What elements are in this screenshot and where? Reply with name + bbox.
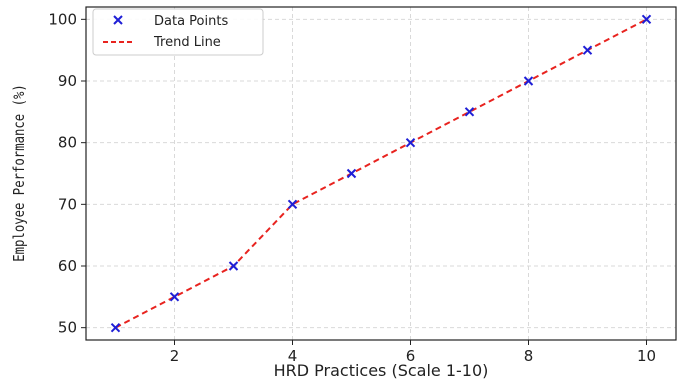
data-point — [523, 76, 534, 86]
legend: Data Points Trend Line — [92, 8, 264, 56]
y-tick-label: 60 — [58, 257, 77, 275]
y-tick-label: 80 — [58, 134, 77, 152]
legend-box — [92, 8, 264, 56]
plot-frame — [85, 6, 677, 341]
x-tick-label: 6 — [406, 347, 416, 365]
legend-label-trend-line: Trend Line — [153, 35, 221, 50]
data-point — [641, 14, 652, 25]
data-points-series — [110, 14, 652, 333]
grid-lines — [86, 7, 676, 340]
y-tick-label: 90 — [58, 72, 77, 90]
x-tick-label: 4 — [288, 347, 298, 365]
data-point — [464, 107, 475, 117]
trend-line-series — [115, 18, 647, 329]
axis-ticks: 2 4 6 8 10 50 60 70 80 90 100 — [48, 10, 656, 365]
data-point — [228, 261, 239, 271]
y-tick-label: 50 — [58, 319, 77, 337]
x-axis-label: HRD Practices (Scale 1-10) — [274, 361, 489, 380]
y-tick-label: 100 — [48, 10, 77, 28]
trend-line — [115, 18, 647, 329]
y-axis-label: Employee Performance (%) — [11, 84, 28, 262]
legend-marker-data-points — [113, 15, 123, 25]
x-tick-label: 8 — [524, 347, 534, 365]
data-point — [287, 199, 298, 210]
y-tick-label: 70 — [58, 195, 77, 213]
legend-label-data-points: Data Points — [154, 14, 228, 29]
x-tick-label: 10 — [637, 347, 656, 365]
data-point — [169, 292, 180, 302]
data-point — [582, 45, 593, 55]
data-point — [346, 168, 357, 179]
data-point — [110, 322, 121, 333]
data-point — [405, 137, 416, 148]
x-tick-label: 2 — [170, 347, 180, 365]
